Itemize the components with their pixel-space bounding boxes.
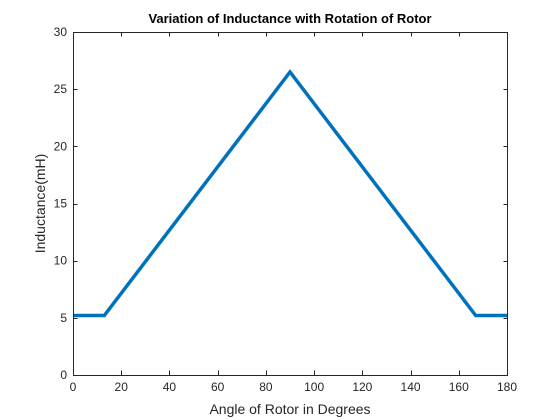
y-axis-label: Inductance(mH) [32,154,48,254]
x-tick-label: 20 [115,380,129,394]
chart-title: Variation of Inductance with Rotation of… [148,11,431,26]
x-tick-label: 0 [70,380,77,394]
x-tick-label: 120 [352,380,372,394]
x-tick-label: 80 [259,380,273,394]
plot-area [73,32,507,375]
x-tick-label: 60 [211,380,225,394]
y-tick-label: 15 [54,197,68,211]
x-tick-label: 180 [497,380,517,394]
y-tick-label: 25 [54,82,68,96]
y-ticks: 0 5 10 15 20 25 30 [54,25,508,382]
x-tick-label: 40 [163,380,177,394]
y-tick-label: 5 [60,311,67,325]
y-tick-label: 10 [54,254,68,268]
series-line-0 [73,69,507,318]
x-ticks: 0 20 40 60 80 100 120 140 160 180 [70,32,517,394]
x-tick-label: 100 [304,380,324,394]
x-tick-label: 140 [401,380,421,394]
y-tick-label: 0 [60,368,67,382]
x-axis-label: Angle of Rotor in Degrees [209,401,370,417]
series-layer [73,69,507,318]
y-tick-label: 30 [54,25,68,39]
y-tick-label: 20 [54,139,68,153]
x-tick-label: 160 [449,380,469,394]
